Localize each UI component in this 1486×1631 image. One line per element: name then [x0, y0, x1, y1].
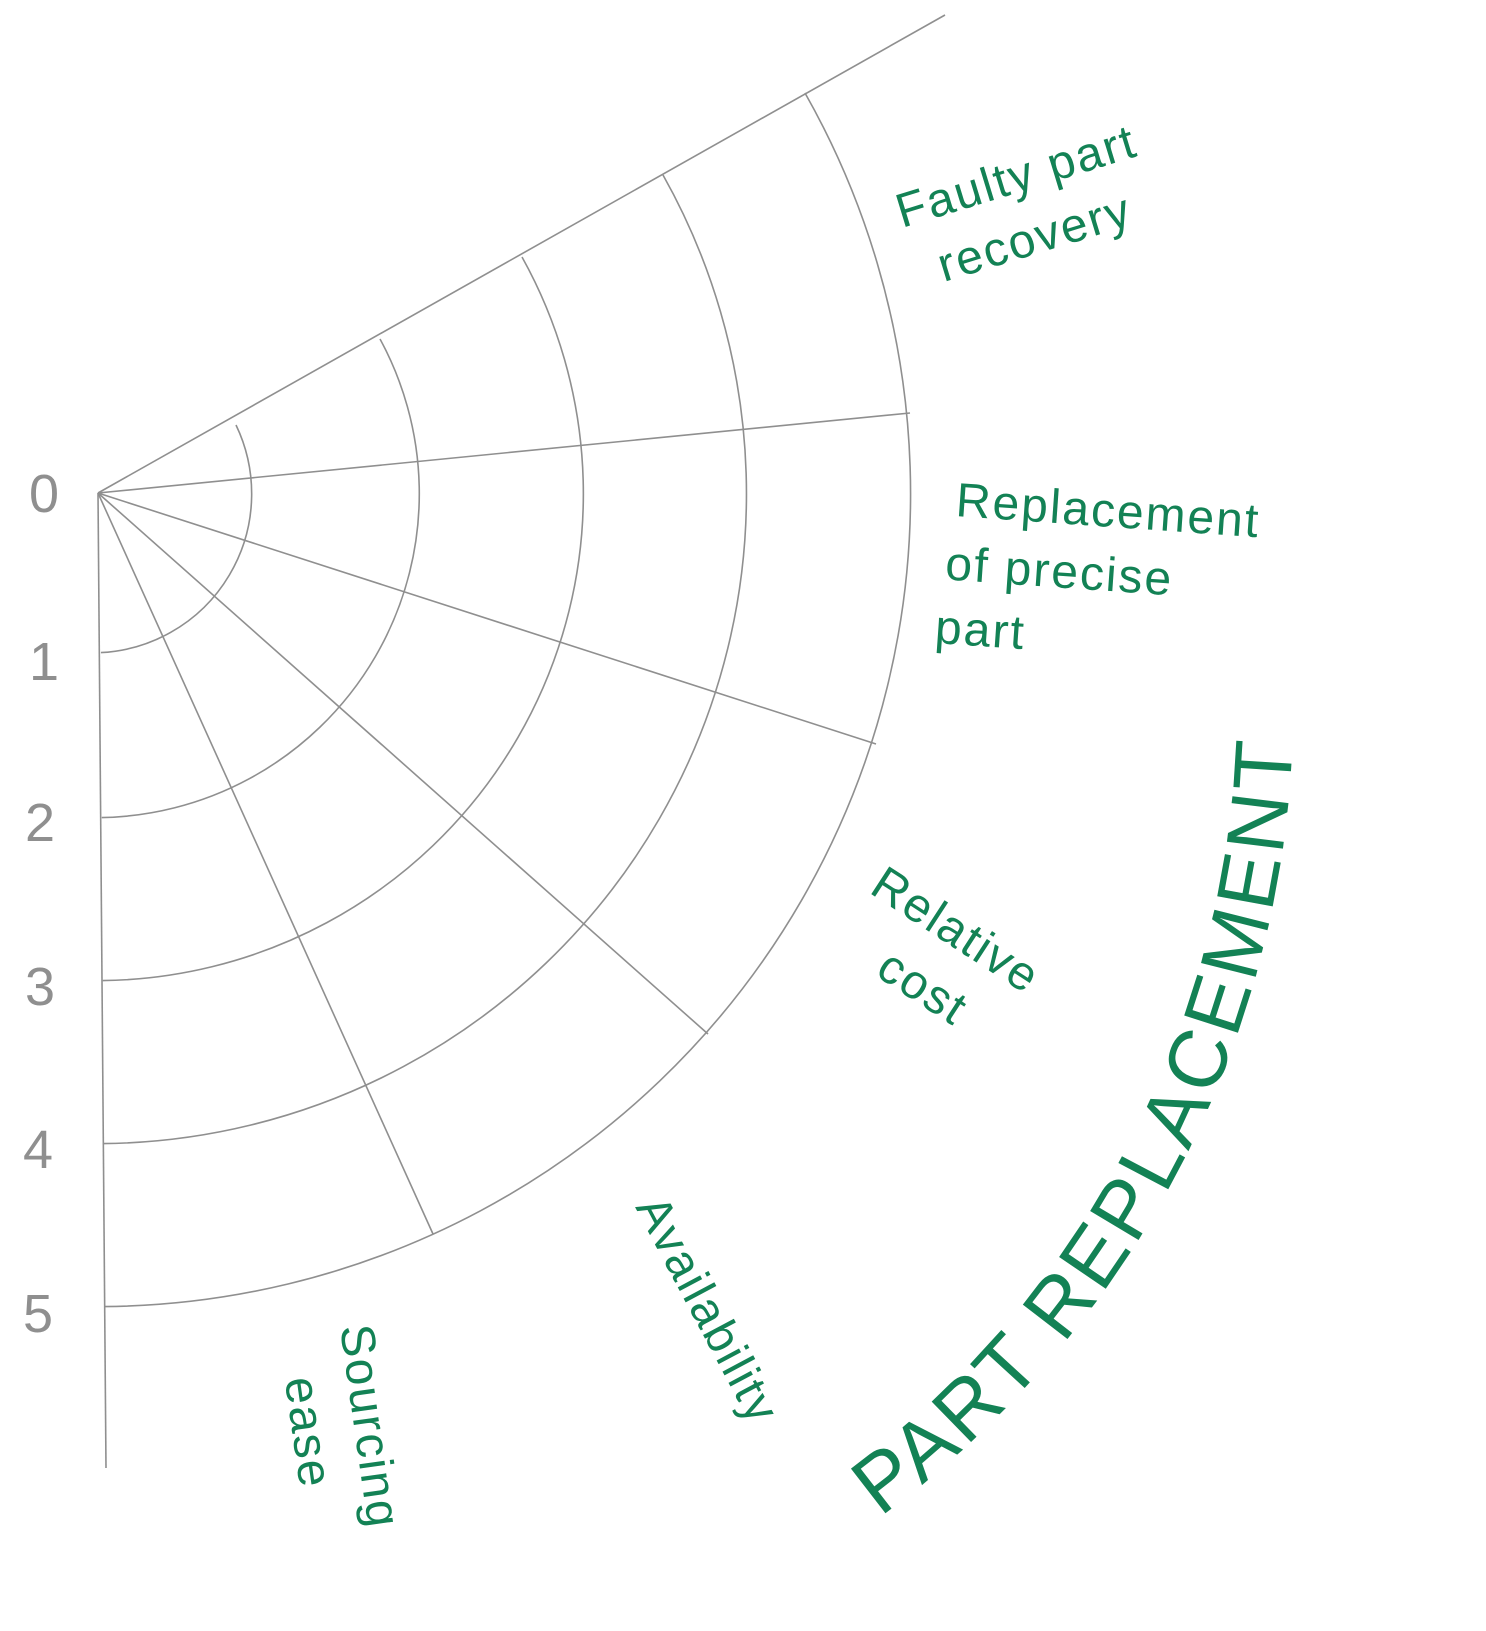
- scale-label-0: 0: [29, 464, 59, 524]
- diagram-title-text: PART REPLACEMENT: [835, 734, 1307, 1532]
- category-label-line: ease: [274, 1373, 342, 1491]
- grid-spoke-replacement-of-precise-part: [97, 492, 877, 745]
- category-label-replacement-of-precise-part: Replacement of precise part: [933, 474, 1262, 660]
- grid-ring-1: [100, 424, 253, 654]
- category-label-line: Sourcing: [329, 1321, 410, 1532]
- scale-label-4: 4: [23, 1120, 53, 1180]
- category-label-relative-cost: Relative cost: [862, 857, 1050, 1036]
- grid-spoke-top: [97, 14, 946, 494]
- category-label-sourcing-ease: Sourcing ease: [274, 1321, 410, 1532]
- scale-labels: 0 1 2 3 4 5: [23, 464, 59, 1344]
- category-label-availability: Availability: [625, 1187, 789, 1433]
- scale-label-2: 2: [25, 793, 55, 853]
- scale-label-3: 3: [25, 957, 55, 1017]
- grid-spoke-relative-cost: [97, 492, 709, 1035]
- category-label-line: of precise: [944, 538, 1175, 607]
- category-label-line: part: [933, 601, 1027, 660]
- grid-ring-5: [104, 92, 912, 1308]
- grid-spoke-faulty-part-recovery: [97, 412, 911, 494]
- scale-label-1: 1: [29, 632, 59, 692]
- category-label-line: Availability: [625, 1187, 789, 1433]
- grid-spoke-availability: [97, 492, 434, 1235]
- grid-ring-4: [103, 174, 748, 1145]
- scale-label-5: 5: [23, 1284, 53, 1344]
- diagram-title: PART REPLACEMENT: [835, 734, 1311, 1532]
- radar-grid: [97, 14, 946, 1469]
- category-label-line: Replacement: [954, 474, 1262, 548]
- category-label-faulty-part-recovery: Faulty part recovery: [890, 115, 1143, 293]
- grid-spoke-sourcing-ease: [97, 492, 107, 1469]
- grid-ring-2: [101, 338, 421, 819]
- grid-ring-3: [102, 256, 585, 982]
